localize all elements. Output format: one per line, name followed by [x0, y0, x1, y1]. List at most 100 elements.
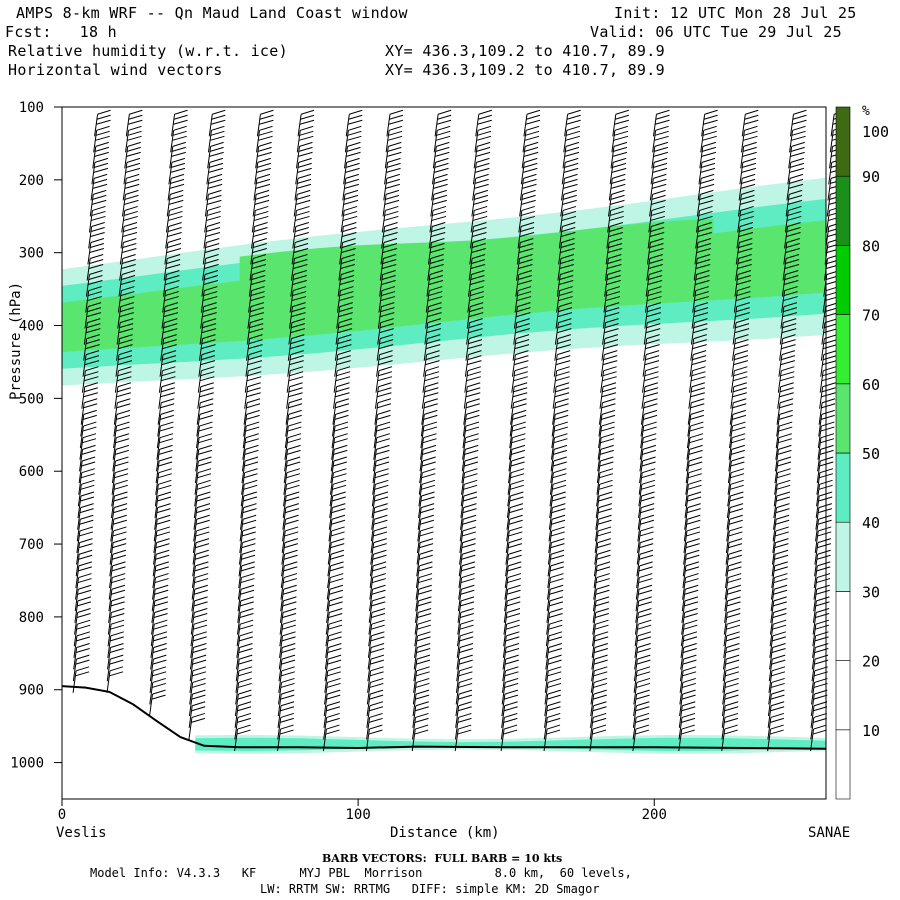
wind-barb: [696, 205, 713, 233]
right-endpoint-label: SANAE: [808, 825, 851, 841]
wind-barb: [514, 286, 532, 313]
wind-barb: [205, 173, 223, 201]
y-tick-label: 300: [19, 246, 44, 262]
wind-barb: [472, 157, 490, 185]
wind-barb: [739, 157, 757, 185]
wind-barb: [368, 596, 386, 623]
wind-barb: [679, 689, 696, 717]
wind-barb: [334, 334, 352, 361]
wind-barb: [557, 254, 575, 281]
wind-barb: [544, 677, 562, 705]
wind-barb: [768, 677, 785, 705]
wind-barb: [812, 596, 830, 623]
wind-barb: [248, 286, 265, 313]
wind-barb: [78, 468, 95, 495]
wind-barb: [156, 433, 174, 460]
wind-barb: [427, 238, 445, 265]
wind-barb: [166, 189, 184, 217]
wind-barb: [771, 549, 789, 577]
colorbar-swatch: [835, 729, 851, 800]
wind-barb: [93, 125, 110, 153]
wind-barb: [455, 689, 473, 717]
wind-barb: [547, 538, 565, 565]
wind-barbs: [72, 109, 848, 752]
wind-barb: [367, 666, 384, 693]
field-label-wind: Horizontal wind vectors: [8, 61, 223, 79]
wind-barb: [239, 503, 257, 530]
wind-barb: [546, 573, 564, 600]
wind-barb: [207, 125, 225, 153]
wind-barb: [466, 318, 483, 345]
wind-barb: [381, 221, 398, 249]
wind-barb: [767, 689, 785, 717]
colorbar-label: 40: [862, 514, 880, 532]
wind-barb: [415, 584, 432, 612]
wind-barb: [384, 157, 401, 185]
wind-barb: [109, 538, 127, 565]
wind-barb: [423, 334, 441, 361]
wind-barb: [728, 444, 745, 472]
wind-barb: [515, 270, 532, 297]
colorbar: 10 20 30 40 50 60 70 80 90 100%: [835, 104, 889, 800]
wind-barb: [366, 701, 383, 728]
wind-barb: [413, 666, 430, 693]
wind-barb: [281, 549, 298, 577]
wind-barb: [330, 456, 347, 484]
wind-barb: [371, 503, 388, 530]
wind-barb: [636, 561, 653, 588]
wind-barb: [327, 561, 344, 588]
wind-barb: [509, 421, 526, 449]
wind-barb: [816, 456, 834, 484]
wind-barb: [634, 631, 652, 658]
wind-barb: [81, 382, 98, 409]
wind-barb: [121, 205, 138, 233]
wind-barb: [546, 596, 564, 623]
wind-barb: [554, 318, 572, 345]
wind-barb: [681, 608, 698, 635]
wind-barb: [503, 619, 520, 647]
wind-barb: [701, 109, 718, 137]
wind-barb: [279, 619, 296, 647]
wind-barb: [780, 302, 798, 329]
y-axis: 100 200 300 400 500 600 700 800 900 1000: [10, 100, 62, 772]
wind-barb: [367, 654, 385, 682]
wind-barb: [110, 503, 128, 530]
wind-barb: [164, 238, 182, 265]
wind-barb: [203, 221, 221, 249]
colorbar-swatch: [835, 591, 851, 661]
wind-barb: [235, 666, 253, 693]
wind-barb: [342, 173, 359, 201]
wind-barb: [548, 526, 565, 554]
wind-barb: [373, 433, 390, 460]
wind-barb: [240, 491, 258, 519]
wind-barb: [558, 221, 576, 249]
init-time: Init: 12 UTC Mon 28 Jul 25: [614, 4, 857, 22]
wind-barb: [547, 549, 565, 577]
wind-barb: [775, 421, 793, 449]
wind-barb: [414, 596, 432, 623]
wind-barb: [421, 398, 438, 425]
wind-barb: [236, 619, 254, 647]
wind-barb: [776, 398, 794, 425]
wind-barb: [651, 141, 668, 169]
wind-barb: [414, 631, 431, 658]
wind-barb: [520, 157, 538, 185]
wind-barb: [329, 479, 347, 507]
wind-barb: [237, 584, 255, 612]
x-tick-label: 0: [58, 807, 66, 823]
wind-barb: [295, 157, 312, 185]
wind-barb: [324, 677, 341, 705]
wind-barb: [116, 334, 133, 361]
wind-barb: [156, 444, 173, 472]
wind-barb: [149, 666, 167, 693]
wind-barb: [605, 238, 623, 265]
wind-barb: [154, 479, 172, 507]
wind-barb: [779, 334, 796, 361]
wind-barb: [281, 538, 299, 565]
wind-barb: [772, 526, 789, 554]
wind-barb: [817, 421, 835, 449]
wind-barb: [815, 491, 833, 519]
wind-barb: [325, 619, 343, 647]
wind-barb: [412, 712, 429, 740]
colorbar-swatch: [835, 452, 851, 523]
